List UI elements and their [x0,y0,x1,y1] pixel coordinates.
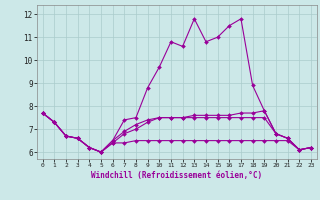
X-axis label: Windchill (Refroidissement éolien,°C): Windchill (Refroidissement éolien,°C) [91,171,262,180]
